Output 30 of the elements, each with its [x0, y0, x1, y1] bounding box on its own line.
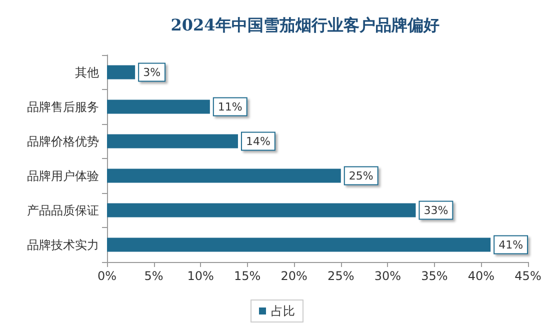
y-tick-label: 其他	[75, 65, 99, 80]
data-label: 25%	[348, 169, 374, 182]
y-tick-label: 品牌售后服务	[27, 100, 99, 114]
y-tick-label: 品牌技术实力	[27, 238, 99, 252]
data-label: 33%	[424, 204, 448, 217]
x-tick-label: 45%	[514, 269, 542, 283]
data-label: 14%	[246, 134, 270, 148]
bar	[107, 203, 416, 218]
bar	[107, 134, 238, 148]
data-label: 41%	[498, 238, 524, 252]
x-tick-label: 30%	[374, 269, 402, 283]
y-tick-label: 品牌用户体验	[27, 168, 99, 183]
x-tick-label: 0%	[97, 269, 117, 283]
legend-label: 占比	[271, 304, 295, 318]
chart-title: 2024年中国雪茄烟行业客户品牌偏好	[170, 16, 440, 34]
bar	[107, 168, 341, 183]
y-tick-label: 品牌价格优势	[27, 134, 99, 148]
x-tick-label: 40%	[468, 269, 495, 283]
x-tick-label: 5%	[144, 269, 164, 283]
x-tick-label: 20%	[280, 269, 308, 283]
x-tick-label: 35%	[421, 269, 448, 283]
x-tick-label: 10%	[187, 269, 214, 283]
y-tick-label: 产品品质保证	[27, 203, 99, 218]
x-tick-label: 15%	[234, 269, 261, 283]
data-label: 3%	[143, 66, 161, 79]
bar	[107, 100, 210, 114]
data-label: 11%	[218, 100, 242, 114]
bar	[107, 238, 491, 252]
x-tick-label: 25%	[328, 269, 354, 283]
bar	[107, 65, 136, 80]
